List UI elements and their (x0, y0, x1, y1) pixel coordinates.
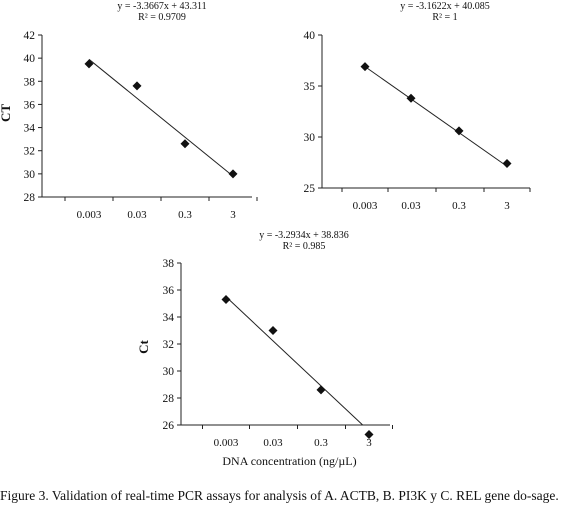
y-tick-label: 32 (24, 146, 36, 158)
r-squared-label: R² = 1 (432, 12, 457, 23)
trendline-equation: y = -3.1622x + 40.085 (400, 1, 490, 12)
r-squared-label: R² = 0.985 (283, 241, 326, 252)
x-tick-label: 0.03 (401, 200, 421, 212)
y-axis-label: Ct (136, 339, 151, 353)
x-tick-label: 0.03 (263, 437, 283, 449)
y-tick-label: 25 (304, 183, 316, 195)
y-tick-label: 34 (163, 312, 175, 324)
y-axis-label: CT (0, 104, 13, 122)
data-point (364, 429, 374, 439)
y-tick-label: 32 (163, 339, 175, 351)
y-tick-label: 28 (163, 393, 175, 405)
y-tick-label: 30 (163, 366, 175, 378)
data-point (228, 169, 238, 179)
data-point (502, 159, 512, 169)
x-tick-label: 3 (230, 209, 236, 221)
y-tick-label: 36 (163, 285, 175, 297)
x-tick-label: 0.3 (314, 437, 328, 449)
y-tick-label: 30 (304, 132, 316, 144)
y-tick-label: 36 (24, 99, 36, 111)
chart-1: 28 30 32 34 36 38 40 42 0.003 0.03 0.3 3 y = -3.3667… (0, 1, 258, 221)
r-squared-label: R² = 0.9709 (138, 12, 186, 23)
x-tick-label: 0.03 (127, 209, 147, 221)
data-point (360, 62, 370, 72)
chart-3: 26 28 30 32 34 36 38 0.003 0.03 0.3 3 y = -3.2934x … (136, 230, 393, 468)
trendline (364, 66, 504, 164)
y-tick-label: 38 (24, 76, 36, 88)
x-tick-label: 0.003 (77, 209, 102, 221)
data-point (406, 93, 416, 103)
chart-2: 25 30 35 40 0.003 0.03 0.3 3 y = -3.1622x + 40.0… (304, 1, 531, 212)
x-axis-label: DNA concentration (ng/µL) (222, 454, 356, 468)
figure-caption: Figure 3. Validation of real-time PCR as… (0, 488, 559, 503)
x-tick-label: 3 (366, 437, 372, 449)
trendline (88, 58, 234, 177)
data-point (132, 81, 142, 91)
x-tick-label: 3 (504, 200, 510, 212)
y-tick-label: 26 (163, 420, 175, 432)
y-tick-label: 40 (304, 30, 316, 42)
x-tick-label: 0.3 (178, 209, 192, 221)
trendline (225, 296, 364, 426)
x-tick-label: 0.003 (214, 437, 239, 449)
x-tick-label: 0.3 (452, 200, 466, 212)
y-tick-label: 40 (24, 53, 36, 65)
y-tick-label: 42 (24, 30, 36, 42)
data-point (84, 59, 94, 69)
y-tick-label: 34 (24, 123, 36, 135)
y-tick-label: 30 (24, 169, 36, 181)
y-tick-label: 38 (163, 258, 175, 270)
data-point (316, 385, 326, 395)
data-point (180, 139, 190, 149)
data-point (221, 294, 231, 304)
trendline-equation: y = -3.2934x + 38.836 (259, 230, 349, 241)
y-tick-label: 28 (24, 192, 36, 204)
trendline-equation: y = -3.3667x + 43.311 (117, 1, 206, 12)
data-point (454, 126, 464, 136)
y-tick-label: 35 (304, 81, 316, 93)
x-tick-label: 0.003 (353, 200, 378, 212)
data-point (268, 326, 278, 335)
